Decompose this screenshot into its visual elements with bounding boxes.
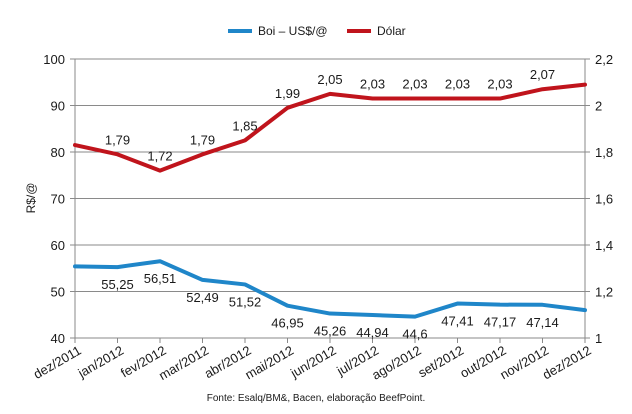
x-axis: dez/2011jan/2012fev/2012mar/2012abr/2012… <box>31 338 594 383</box>
left-tick-label: 80 <box>51 145 65 160</box>
series-line-boi <box>73 259 587 319</box>
legend: Boi – US$/@ Dólar <box>228 24 406 38</box>
series-line-dolar <box>73 82 587 173</box>
x-tick-label: jun/2012 <box>287 343 339 381</box>
x-tick-label: ago/2012 <box>369 343 423 383</box>
data-label: 45,26 <box>314 324 347 339</box>
left-axis: 40 50 60 70 80 90 100 <box>43 52 75 346</box>
left-axis-label: R$/@ <box>24 183 38 214</box>
left-tick-label: 70 <box>51 192 65 207</box>
left-tick-label: 40 <box>51 331 65 346</box>
x-tick-label: dez/2012 <box>540 343 594 383</box>
data-label: 47,14 <box>526 315 559 330</box>
data-label: 44,6 <box>402 327 427 342</box>
data-label: 1,72 <box>147 149 172 164</box>
data-label: 2,07 <box>530 67 555 82</box>
right-tick-label: 1,8 <box>595 145 613 160</box>
data-label: 52,49 <box>186 290 219 305</box>
data-label: 2,03 <box>487 77 512 92</box>
data-label: 2,03 <box>445 77 470 92</box>
data-label: 47,17 <box>484 315 517 330</box>
series-lines <box>73 82 587 319</box>
right-tick-label: 1,6 <box>595 192 613 207</box>
legend-label-boi: Boi – US$/@ <box>258 24 328 38</box>
data-label: 56,51 <box>144 271 177 286</box>
data-label: 51,52 <box>229 294 262 309</box>
data-label: 1,99 <box>275 86 300 101</box>
right-tick-label: 2 <box>595 99 602 114</box>
gridlines <box>75 58 585 339</box>
right-tick-label: 1,4 <box>595 238 613 253</box>
data-label: 44,94 <box>356 325 389 340</box>
legend-label-dolar: Dólar <box>377 24 406 38</box>
x-tick-label: jan/2012 <box>75 343 127 381</box>
data-label: 1,79 <box>190 132 215 147</box>
right-tick-label: 1,2 <box>595 285 613 300</box>
left-tick-label: 90 <box>51 99 65 114</box>
left-tick-label: 50 <box>51 285 65 300</box>
data-label: 1,85 <box>232 118 257 133</box>
x-tick-label: mai/2012 <box>242 343 296 383</box>
x-tick-label: dez/2011 <box>31 343 84 382</box>
data-label: 2,03 <box>360 77 385 92</box>
data-label: 55,25 <box>101 277 134 292</box>
left-tick-label: 100 <box>43 52 65 67</box>
data-label: 1,79 <box>105 132 130 147</box>
data-label: 2,05 <box>317 72 342 87</box>
right-axis: 1 1,2 1,4 1,6 1,8 2 2,2 <box>585 52 613 346</box>
data-labels: 55,25 56,51 52,49 51,52 46,95 45,26 44,94 44,6 4… <box>101 67 559 341</box>
data-label: 46,95 <box>271 316 304 331</box>
left-tick-label: 60 <box>51 238 65 253</box>
x-tick-label: set/2012 <box>416 343 467 381</box>
right-tick-label: 2,2 <box>595 52 613 67</box>
data-label: 47,41 <box>441 314 474 329</box>
source-note: Fonte: Esalq/BM&, Bacen, elaboração Beef… <box>207 393 425 404</box>
right-tick-label: 1 <box>595 331 602 346</box>
data-label: 2,03 <box>402 77 427 92</box>
